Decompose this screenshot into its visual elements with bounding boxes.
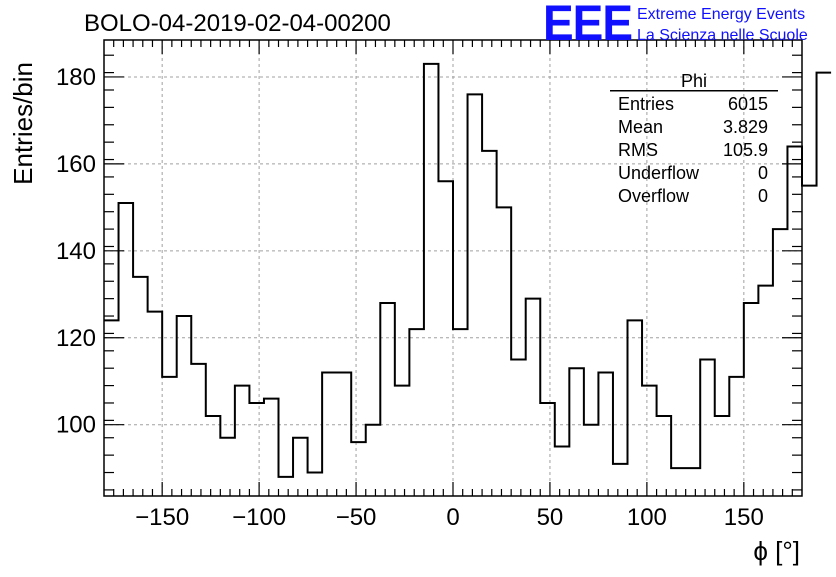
x-tick-label: −50	[336, 504, 377, 531]
tick-labels: −150 −100 −50 0 50 100 150 100 120 140 160 180	[56, 64, 764, 531]
y-tick-label: 140	[56, 238, 96, 265]
y-tick-label: 100	[56, 412, 96, 439]
x-tick-label: −100	[232, 504, 286, 531]
x-tick-label: −150	[135, 504, 189, 531]
stats-row-label: Entries	[618, 94, 674, 114]
stats-row-label: RMS	[618, 140, 658, 160]
histogram-outline	[104, 62, 832, 478]
stats-title-rule	[610, 90, 778, 92]
eee-logo-mark: EEE	[543, 0, 633, 51]
x-tick-label: 150	[724, 504, 764, 531]
stats-row-label: Underflow	[618, 163, 700, 183]
axis-ticks	[104, 40, 802, 496]
x-axis-label: ϕ [°]	[753, 536, 800, 566]
x-tick-label: 50	[537, 504, 564, 531]
y-tick-label: 160	[56, 151, 96, 178]
stats-row-value: 0	[758, 163, 768, 183]
stats-row-value: 3.829	[723, 117, 768, 137]
y-axis-label: Entries/bin	[8, 62, 38, 185]
y-tick-label: 180	[56, 64, 96, 91]
x-tick-label: 100	[627, 504, 667, 531]
x-tick-label: 0	[446, 504, 459, 531]
stats-row-label: Mean	[618, 117, 663, 137]
run-title: BOLO-04-2019-02-04-00200	[84, 10, 391, 37]
histogram-series	[104, 62, 832, 478]
logo-line-1: Extreme Energy Events	[637, 6, 806, 23]
stats-row-value: 105.9	[723, 140, 768, 160]
logo-line-2: La Scienza nelle Scuole	[637, 27, 808, 44]
stats-row-value: 6015	[728, 94, 768, 114]
stats-row-value: 0	[758, 186, 768, 206]
y-tick-label: 120	[56, 325, 96, 352]
stats-box: Phi Entries 6015 Mean 3.829 RMS 105.9 Underflo…	[610, 71, 778, 206]
eee-logo-text: Extreme Energy Events La Scienza nelle S…	[637, 4, 808, 46]
stats-row-label: Overflow	[618, 186, 690, 206]
stats-title: Phi	[681, 71, 707, 91]
